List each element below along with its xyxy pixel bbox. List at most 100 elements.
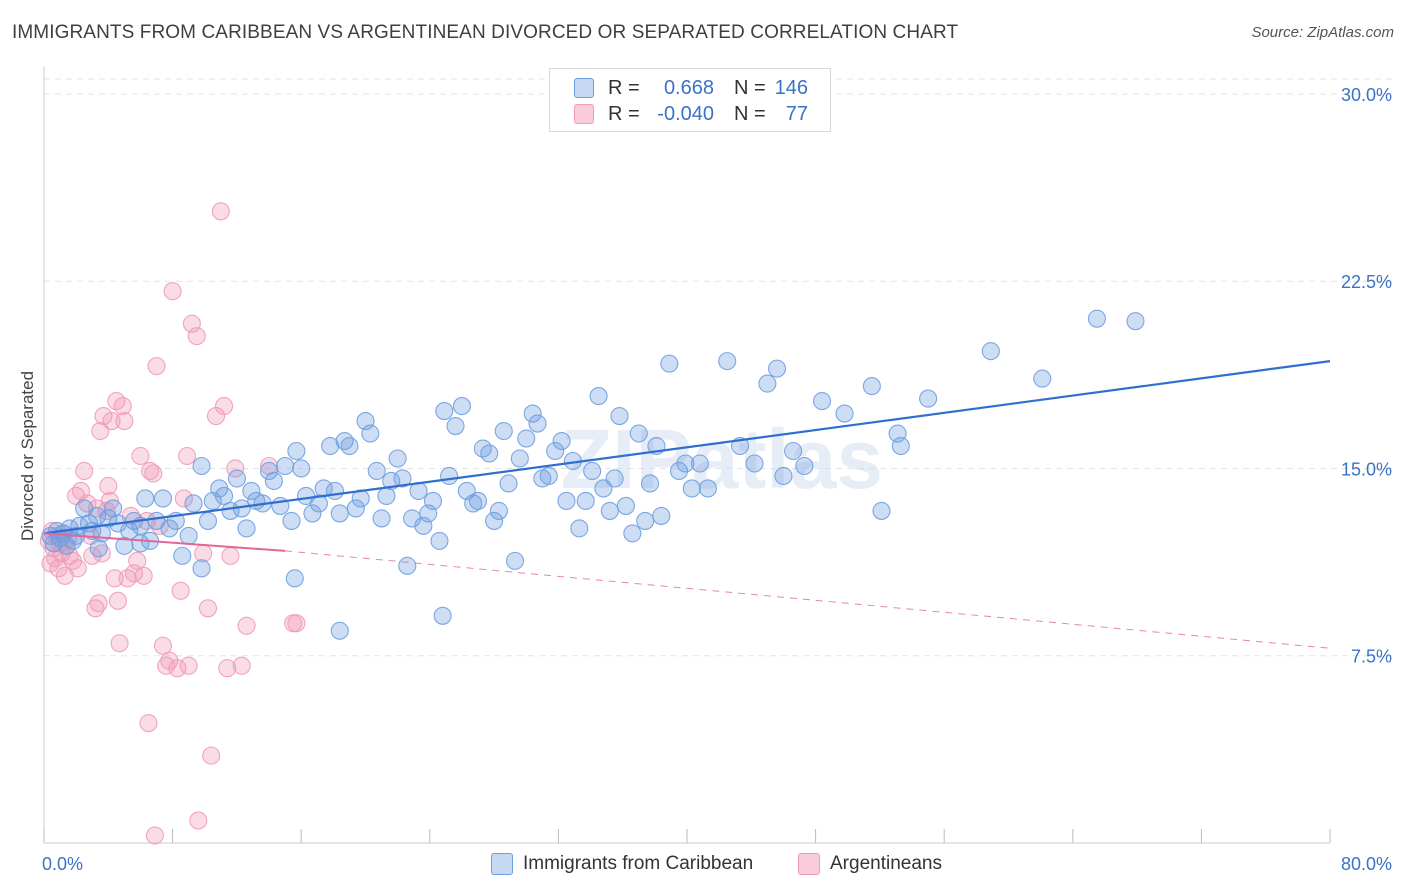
argentineans-point [134, 566, 153, 585]
y-tick-label: 7.5% [1351, 647, 1392, 667]
y-tick-label: 15.0% [1341, 459, 1392, 479]
caribbean-point [528, 414, 547, 433]
caribbean-point [494, 421, 513, 441]
caribbean-point [136, 489, 155, 508]
caribbean-point [292, 459, 311, 478]
caribbean-point [192, 456, 211, 476]
caribbean-point [583, 461, 602, 481]
trendlines [43, 360, 1331, 649]
caribbean-point [340, 436, 359, 456]
bottom-legend-swatch-argentineans [798, 853, 820, 875]
caribbean-point [276, 456, 295, 476]
caribbean-point [505, 551, 525, 570]
caribbean-point [872, 501, 891, 520]
caribbean-point [774, 466, 793, 486]
caribbean-point [600, 501, 619, 520]
legend-n-label: N = [734, 103, 766, 125]
argentineans-point [287, 614, 306, 633]
caribbean-point [636, 511, 655, 530]
argentineans-point [168, 659, 187, 678]
caribbean-point [153, 489, 173, 508]
caribbean-point [435, 402, 454, 421]
argentineans-point [91, 421, 110, 441]
caribbean-point [570, 519, 589, 538]
argentineans-point [139, 714, 158, 733]
caribbean-point [198, 511, 218, 530]
series-caribbean [41, 309, 1145, 640]
caribbean-point [690, 454, 709, 473]
y-tick-label: 30.0% [1341, 85, 1392, 105]
caribbean-point [393, 469, 412, 488]
caribbean-point [745, 454, 764, 473]
caribbean-point [812, 392, 832, 411]
argentineans-point [171, 581, 190, 600]
series-argentineans [39, 202, 306, 845]
caribbean-point [485, 511, 504, 530]
caribbean-point [430, 531, 449, 550]
caribbean-point [264, 471, 283, 491]
caribbean-point [452, 397, 472, 416]
caribbean-point [539, 466, 558, 486]
caribbean-point [361, 424, 380, 443]
legend-swatch-argentineans [574, 104, 594, 124]
argentineans-point [75, 461, 94, 481]
correlation-legend: R = 0.668 N = 146 R = -0.040 N = 77 [549, 68, 831, 132]
caribbean-point [388, 449, 407, 468]
caribbean-point [517, 429, 536, 448]
argentineans-point [221, 546, 240, 565]
caribbean-point [784, 441, 803, 461]
caribbean-point [640, 474, 660, 493]
caribbean-point [589, 387, 608, 406]
argentineans-point [78, 494, 97, 513]
caribbean-point [325, 481, 345, 501]
caribbean-point [242, 481, 261, 501]
argentineans-point [68, 559, 87, 578]
argentineans-trendline [43, 532, 286, 552]
caribbean-point [552, 431, 571, 451]
caribbean-point [835, 404, 854, 423]
legend-r-value: -0.040 [657, 103, 714, 125]
tick-labels: 7.5% 15.0% 22.5% 30.0% 0.0% 80.0% [42, 85, 1392, 874]
caribbean-point [433, 606, 452, 625]
caribbean-point [682, 479, 701, 498]
argentineans-point [131, 446, 150, 466]
argentineans-point [105, 569, 124, 588]
argentineans-point [86, 599, 105, 618]
caribbean-point [346, 499, 365, 518]
bottom-legend-swatch-caribbean [491, 853, 513, 875]
caribbean-point [285, 569, 304, 588]
legend-row-argentineans: R = -0.040 N = 77 [550, 101, 830, 127]
argentineans-point [102, 411, 121, 431]
caribbean-point [605, 469, 624, 488]
argentineans-point [49, 559, 68, 578]
argentineans-point [174, 489, 193, 508]
argentineans-point [115, 411, 134, 431]
caribbean-point [616, 496, 635, 515]
caribbean-point [372, 509, 391, 528]
legend-n-value: 146 [774, 77, 808, 99]
argentineans-point [179, 656, 198, 675]
caribbean-point [1033, 369, 1052, 388]
legend-swatch-caribbean [574, 78, 594, 98]
caribbean-point [652, 506, 671, 525]
axes [43, 66, 1331, 844]
argentineans-point [108, 591, 127, 610]
legend-r-label: R = [608, 103, 640, 125]
x-tick-label-max: 80.0% [1341, 854, 1392, 874]
caribbean-point [87, 506, 107, 525]
caribbean-point [795, 456, 814, 476]
caribbean-point [287, 441, 306, 461]
argentineans-point [153, 636, 173, 655]
caribbean-point [499, 474, 518, 493]
caribbean-point [192, 559, 211, 578]
argentineans-point [202, 746, 221, 765]
caribbean-point [718, 352, 737, 371]
caribbean-point [282, 511, 301, 530]
caribbean-point [131, 534, 150, 553]
legend-row-caribbean: R = 0.668 N = 146 [550, 75, 830, 101]
argentineans-point [147, 357, 166, 376]
caribbean-point [468, 491, 488, 510]
caribbean-point [891, 436, 910, 456]
argentineans-point [163, 282, 182, 301]
caribbean-point [676, 454, 695, 473]
